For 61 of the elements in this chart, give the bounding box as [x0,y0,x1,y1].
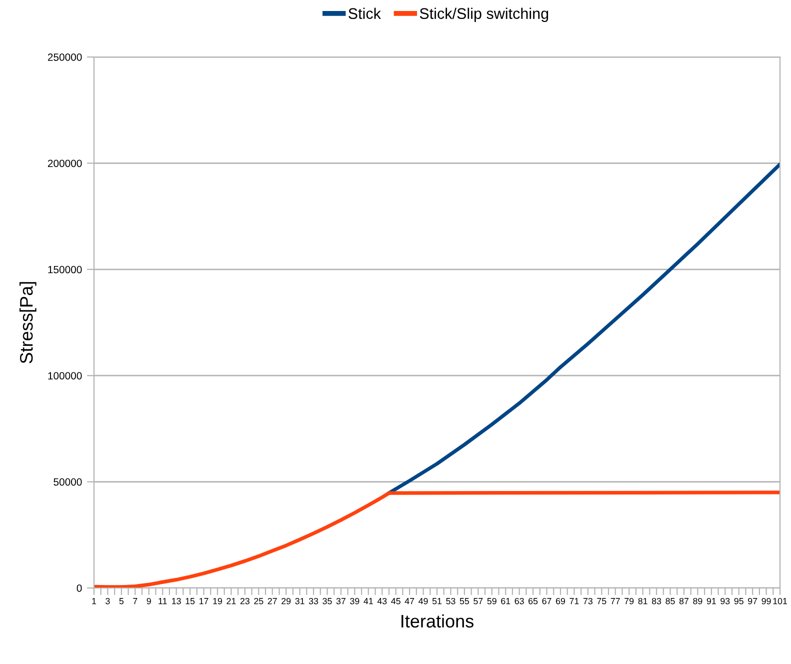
x-tick-label: 81 [638,598,648,604]
legend-label: Stick [348,8,381,19]
x-tick-label: 99 [762,598,771,604]
x-tick-label: 23 [240,598,250,604]
x-tick-label: 29 [282,598,291,604]
x-tick-label: 27 [268,598,277,604]
x-axis-title: Iterations [402,614,474,628]
x-tick-label: 79 [624,598,634,604]
x-tick-label: 43 [377,598,387,604]
x-tick-label: 31 [295,598,304,604]
x-tick-label: 83 [652,598,662,604]
x-tick-label: 49 [418,598,428,604]
x-tick-label: 25 [254,598,264,604]
x-tick-label: 73 [583,598,592,604]
x-tick-label: 13 [172,598,181,604]
x-tick-label: 57 [474,598,483,604]
x-tick-label: 19 [213,598,222,604]
x-tick-label: 39 [350,598,360,604]
x-tick-label: 91 [706,598,716,604]
x-tick-label: 15 [186,598,195,604]
x-tick-label: 65 [528,598,538,604]
y-tick-label: 100000 [48,372,82,380]
y-tick-label: 50000 [54,478,82,486]
x-tick-label: 9 [146,598,151,604]
y-tick-label: 0 [76,584,82,592]
x-tick-label: 87 [679,598,688,604]
x-tick-label: 53 [446,598,456,604]
x-tick-label: 63 [514,598,524,604]
x-tick-label: 69 [556,598,566,604]
x-tick-label: 59 [487,598,496,604]
x-tick-label: 35 [322,598,332,604]
x-tick-label: 101 [773,598,787,604]
y-tick-label: 150000 [48,266,82,274]
x-tick-label: 21 [226,598,236,604]
legend-label: Stick/Slip switching [420,8,548,22]
y-tick-label: 200000 [48,160,82,168]
x-tick-label: 93 [720,598,730,604]
y-axis-title: Stress[Pa] [19,282,36,364]
x-tick-label: 1 [92,598,96,604]
x-tick-label: 95 [734,598,744,604]
x-tick-label: 3 [106,598,110,604]
x-tick-label: 85 [666,598,675,604]
x-tick-label: 55 [460,598,470,604]
x-tick-label: 17 [199,598,208,604]
x-tick-label: 61 [501,598,510,604]
x-tick-label: 33 [308,598,318,604]
x-tick-label: 5 [119,598,124,604]
x-tick-label: 71 [570,598,579,604]
x-tick-label: 51 [432,598,442,604]
x-tick-label: 7 [133,598,138,604]
x-tick-label: 45 [391,598,400,604]
x-tick-label: 97 [748,598,758,604]
x-tick-label: 67 [542,598,552,604]
x-tick-label: 77 [610,598,620,604]
x-tick-label: 11 [158,598,167,604]
x-tick-label: 89 [693,598,702,604]
x-tick-label: 41 [364,598,373,604]
y-tick-label: 250000 [48,54,82,61]
x-tick-label: 37 [336,598,346,604]
x-tick-label: 47 [404,598,414,604]
x-tick-label: 75 [597,598,606,604]
